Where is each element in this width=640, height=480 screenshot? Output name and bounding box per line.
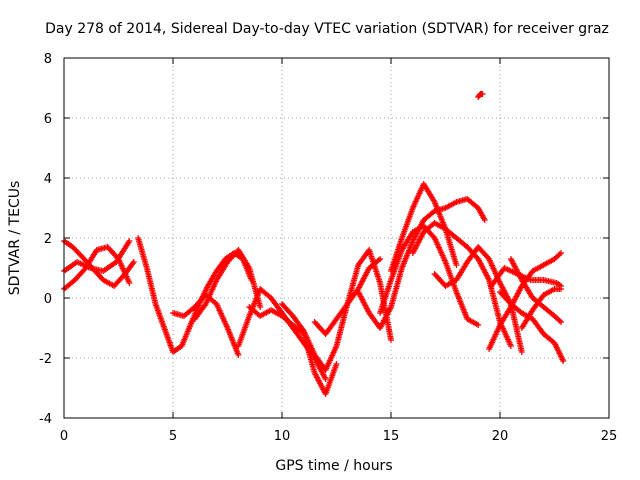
data-point [377,256,384,262]
data-point [375,257,382,264]
data-point [322,376,329,382]
series-track-14 [409,220,514,349]
y-tick-label: 4 [44,172,52,187]
data-point [558,250,565,256]
series-track-8 [246,304,340,397]
series-track-1 [61,238,137,289]
axis-ticks: 0 5 10 15 20 25 -4 -2 0 2 4 6 8 [39,52,617,444]
x-tick-label: 20 [492,429,509,444]
data-point [556,251,563,258]
series-track-9 [279,247,394,373]
x-tick-label: 10 [274,429,291,444]
data-point [560,358,567,364]
data-point [479,91,486,97]
series-track-16 [475,91,486,100]
data-point [518,349,525,355]
data-point [126,238,133,244]
data-point [130,259,137,265]
data-point [388,337,394,343]
series-track-12 [377,223,482,328]
y-tick-label: -2 [39,352,52,367]
data-point [129,260,136,267]
data-point [558,319,565,325]
x-tick-label: 25 [601,429,618,444]
data-point [481,217,488,223]
series-track-21 [518,286,565,331]
x-axis-label: GPS time / hours [275,458,392,474]
data-point [558,286,565,292]
y-tick-label: 6 [44,112,52,127]
y-tick-label: 0 [44,292,52,307]
series-track-10 [311,256,384,337]
data-point [507,343,514,349]
y-tick-label: 8 [44,52,52,67]
grid [64,58,609,418]
data-point [453,262,460,268]
x-tick-label: 5 [169,429,177,444]
data-point [475,322,482,328]
data-point [257,304,264,310]
series-track-11 [355,196,488,331]
data-points [61,91,567,397]
y-axis-label: SDTVAR / TECUs [7,181,23,296]
data-point [556,317,563,324]
x-tick-label: 15 [383,429,400,444]
series-track-20 [507,256,565,325]
y-tick-label: 2 [44,232,52,247]
y-tick-label: -4 [39,412,52,427]
data-point [126,280,133,286]
data-point [235,352,242,358]
data-point [333,361,340,367]
x-tick-label: 0 [60,429,68,444]
chart-title: Day 278 of 2014, Sidereal Day-to-day VTE… [45,21,609,37]
